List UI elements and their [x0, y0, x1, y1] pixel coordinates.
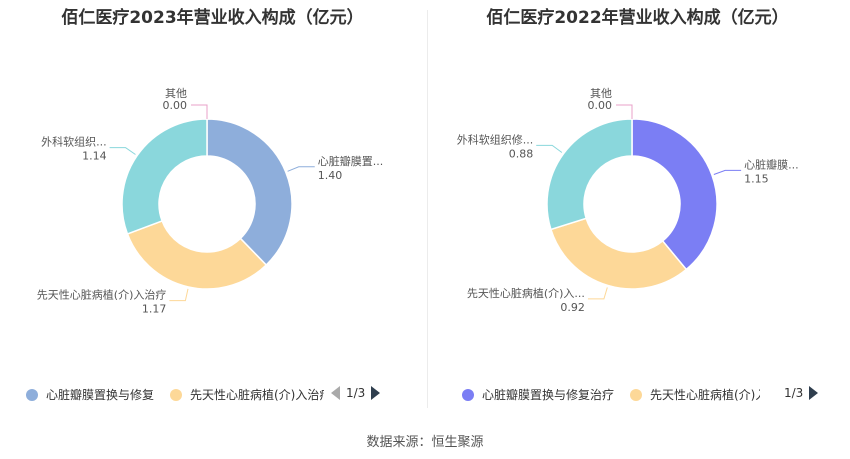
slice-label: 外科软组织修...: [457, 132, 534, 146]
slice-label: 其他: [590, 87, 612, 100]
slice-label: 外科软组织...: [41, 135, 107, 149]
legend-item[interactable]: 心脏瓣膜置换与修复: [26, 386, 162, 403]
label-leader-line: [587, 287, 608, 300]
legend-page: 1/3: [784, 385, 804, 400]
slice-value: 1.15: [744, 172, 769, 185]
chart-title: 佰仁医疗2022年营业收入构成（亿元）: [486, 8, 789, 28]
slice-value: 1.14: [82, 150, 107, 163]
pie-slice[interactable]: [121, 118, 208, 235]
label-leader-line: [109, 147, 136, 155]
legend-dot: [630, 388, 642, 401]
legend-item[interactable]: 先天性心脏病植(介)入治疗: [630, 386, 760, 403]
pie-slice[interactable]: [206, 118, 293, 267]
pie-slice[interactable]: [631, 118, 718, 271]
label-leader-line: [287, 166, 315, 172]
legend-label: 心脏瓣膜置换与修复: [46, 388, 155, 402]
chart-panel-2023: 佰仁医疗2023年营业收入构成（亿元） 心脏瓣膜置... 1.40 先天性心脏病植(…: [0, 0, 425, 415]
legend-item[interactable]: 心脏瓣膜置换与修复治疗: [462, 386, 622, 403]
legend-label: 先天性心脏病植(介)入治疗: [650, 388, 760, 402]
legend-dot: [462, 388, 474, 401]
chart-title: 佰仁医疗2023年营业收入构成（亿元）: [61, 8, 364, 28]
data-source: 数据来源：恒生聚源: [366, 435, 484, 450]
donut-chart: 心脏瓣膜...1.15先天性心脏病植(介)入...0.92外科软组织修...0.…: [457, 87, 799, 314]
legend-dot: [170, 388, 182, 401]
label-leader-line: [191, 104, 208, 119]
legend-next-icon[interactable]: [809, 385, 819, 400]
legend-pager: 1/3: [769, 385, 819, 400]
legend-label: 心脏瓣膜置换与修复治疗: [482, 388, 615, 402]
label-leader-line: [536, 144, 563, 153]
slice-label: 其他: [165, 87, 187, 100]
legend: 心脏瓣膜置换与修复 先天性心脏病植(介)入治疗 1/3: [0, 383, 425, 405]
legend-item[interactable]: 先天性心脏病植(介)入治疗: [170, 386, 324, 403]
legend-next-icon[interactable]: [371, 385, 381, 400]
slice-value: 1.17: [142, 303, 167, 316]
slice-label: 心脏瓣膜置...: [318, 154, 384, 168]
label-leader-line: [169, 288, 189, 302]
legend-prev-icon[interactable]: [331, 385, 340, 400]
slice-label: 心脏瓣膜...: [744, 157, 799, 171]
legend-pager: 1/3: [331, 385, 381, 400]
legend: 心脏瓣膜置换与修复治疗 先天性心脏病植(介)入治疗 1/3: [425, 383, 850, 405]
legend-dot: [26, 388, 38, 401]
chart-panel-2022: 佰仁医疗2022年营业收入构成（亿元） 心脏瓣膜... 1.15 先天性心脏病植(介…: [425, 0, 850, 415]
label-leader-line: [616, 104, 633, 119]
slice-value: 0.00: [588, 99, 613, 112]
legend-label: 先天性心脏病植(介)入治疗: [190, 388, 324, 402]
slice-value: 0.88: [509, 147, 534, 160]
panel-divider: [427, 10, 428, 408]
pie-slice[interactable]: [126, 219, 268, 290]
label-leader-line: [713, 169, 742, 175]
slice-value: 0.00: [163, 99, 188, 112]
slice-label: 先天性心脏病植(介)入...: [467, 286, 585, 300]
slice-label: 先天性心脏病植(介)入治疗: [37, 288, 167, 302]
pie-slice[interactable]: [549, 217, 688, 290]
slice-value: 0.92: [560, 301, 585, 314]
slice-value: 1.40: [318, 169, 343, 182]
legend-page: 1/3: [346, 385, 366, 400]
pie-slice[interactable]: [546, 118, 633, 231]
